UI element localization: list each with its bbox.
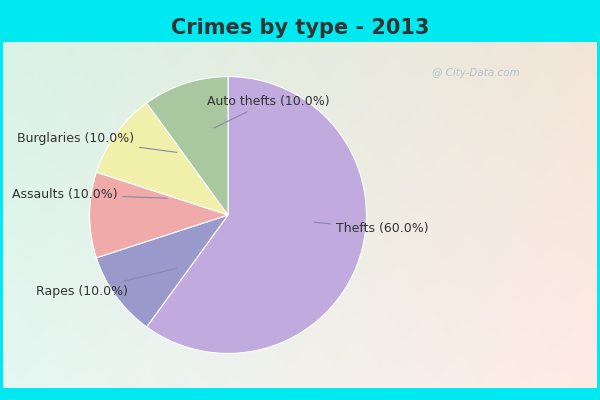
- Text: Crimes by type - 2013: Crimes by type - 2013: [171, 18, 429, 38]
- Text: Burglaries (10.0%): Burglaries (10.0%): [17, 132, 177, 152]
- Wedge shape: [97, 215, 228, 327]
- Wedge shape: [97, 103, 228, 215]
- Text: Rapes (10.0%): Rapes (10.0%): [37, 268, 177, 298]
- Wedge shape: [89, 172, 228, 258]
- Text: Thefts (60.0%): Thefts (60.0%): [314, 222, 428, 235]
- Wedge shape: [146, 77, 228, 215]
- Text: Assaults (10.0%): Assaults (10.0%): [11, 188, 167, 201]
- Text: Auto thefts (10.0%): Auto thefts (10.0%): [207, 95, 330, 128]
- Wedge shape: [146, 77, 367, 353]
- Text: @ City-Data.com: @ City-Data.com: [432, 68, 520, 78]
